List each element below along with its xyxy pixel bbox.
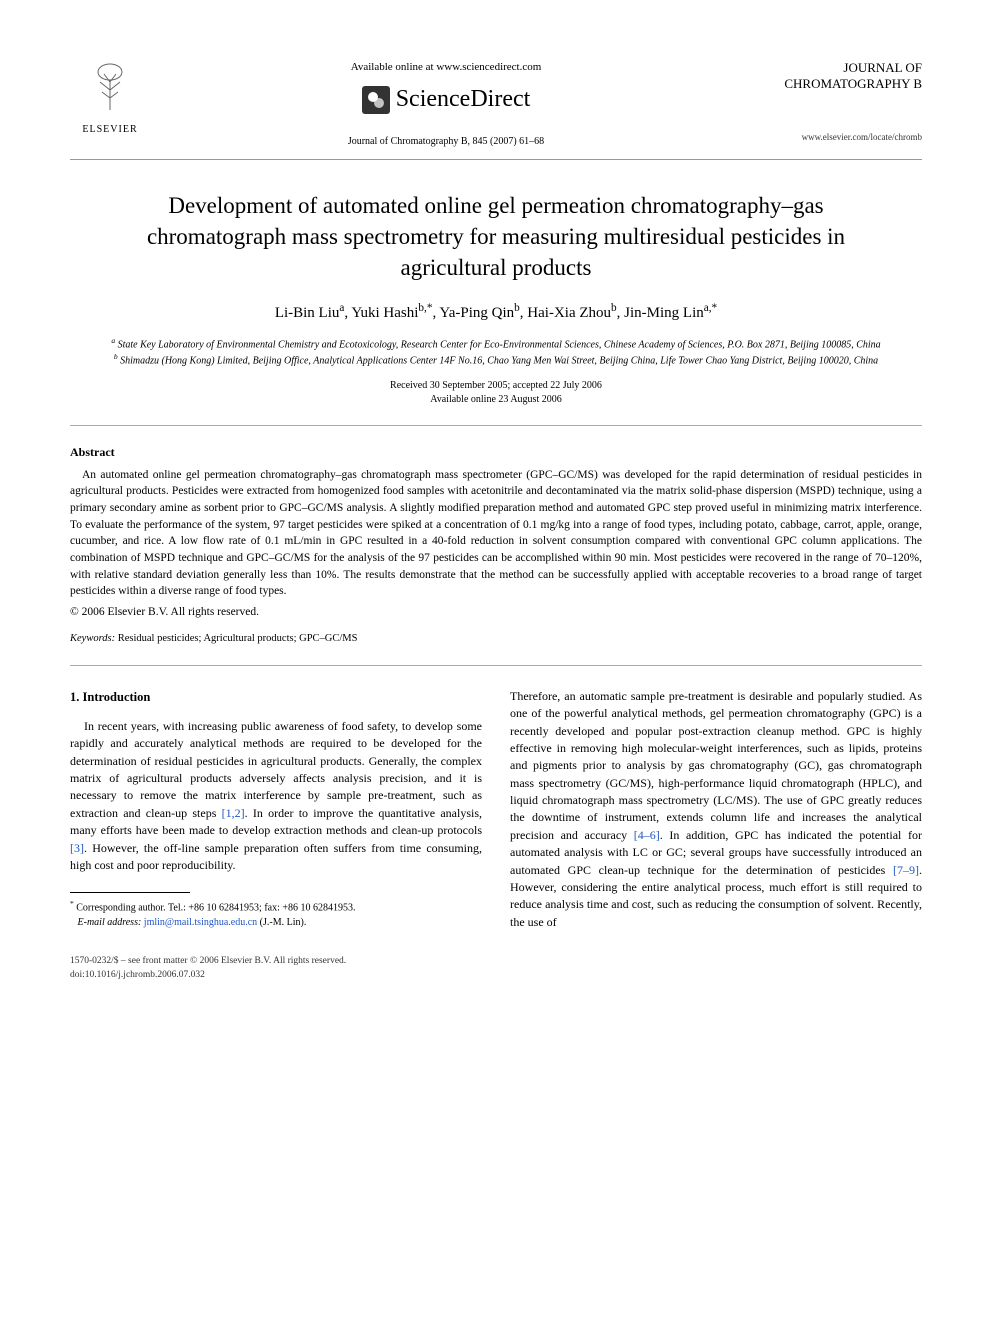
journal-url: www.elsevier.com/locate/chromb <box>742 131 922 144</box>
abstract-heading: Abstract <box>70 444 922 461</box>
abstract-copyright: © 2006 Elsevier B.V. All rights reserved… <box>70 604 922 620</box>
email-link[interactable]: jmlin@mail.tsinghua.edu.cn <box>144 917 257 928</box>
right-header: JOURNAL OF CHROMATOGRAPHY B www.elsevier… <box>742 60 922 144</box>
body-columns: 1. Introduction In recent years, with in… <box>70 688 922 931</box>
keywords-text: Residual pesticides; Agricultural produc… <box>115 633 357 644</box>
intro-para-2: Therefore, an automatic sample pre-treat… <box>510 688 922 931</box>
sciencedirect-text: ScienceDirect <box>396 83 531 117</box>
page-footer: 1570-0232/$ – see front matter © 2006 El… <box>70 955 922 982</box>
keywords: Keywords: Residual pesticides; Agricultu… <box>70 632 922 647</box>
corresponding-footnote: * Corresponding author. Tel.: +86 10 628… <box>70 899 482 929</box>
ref-link-3[interactable]: [3] <box>70 841 84 855</box>
header-rule <box>70 159 922 160</box>
elsevier-tree-icon <box>70 60 150 123</box>
page-header: ELSEVIER Available online at www.science… <box>70 60 922 149</box>
affiliations: a State Key Laboratory of Environmental … <box>70 336 922 369</box>
ref-link-4-6[interactable]: [4–6] <box>634 828 660 842</box>
left-column: 1. Introduction In recent years, with in… <box>70 688 482 931</box>
online-date: Available online 23 August 2006 <box>70 393 922 407</box>
abstract-rule-top <box>70 425 922 426</box>
center-header: Available online at www.sciencedirect.co… <box>150 60 742 149</box>
footnote-rule <box>70 892 190 893</box>
authors: Li-Bin Liua, Yuki Hashib,*, Ya-Ping Qinb… <box>70 301 922 324</box>
keywords-label: Keywords: <box>70 633 115 644</box>
abstract-rule-bottom <box>70 665 922 666</box>
affiliation-a: a State Key Laboratory of Environmental … <box>70 336 922 352</box>
elsevier-logo: ELSEVIER <box>70 60 150 137</box>
received-date: Received 30 September 2005; accepted 22 … <box>70 379 922 393</box>
journal-name: JOURNAL OF CHROMATOGRAPHY B <box>742 60 922 91</box>
right-column: Therefore, an automatic sample pre-treat… <box>510 688 922 931</box>
ref-link-1-2[interactable]: [1,2] <box>222 806 245 820</box>
affiliation-b: b Shimadzu (Hong Kong) Limited, Beijing … <box>70 352 922 368</box>
sciencedirect-logo: ScienceDirect <box>362 83 531 117</box>
email-line: E-mail address: jmlin@mail.tsinghua.edu.… <box>70 916 482 930</box>
journal-reference: Journal of Chromatography B, 845 (2007) … <box>170 135 722 149</box>
abstract-body: An automated online gel permeation chrom… <box>70 467 922 600</box>
available-online-text: Available online at www.sciencedirect.co… <box>170 60 722 75</box>
article-title: Development of automated online gel perm… <box>100 190 892 283</box>
intro-heading: 1. Introduction <box>70 688 482 706</box>
intro-para-1: In recent years, with increasing public … <box>70 718 482 875</box>
article-dates: Received 30 September 2005; accepted 22 … <box>70 379 922 407</box>
front-matter: 1570-0232/$ – see front matter © 2006 El… <box>70 955 346 968</box>
footer-left: 1570-0232/$ – see front matter © 2006 El… <box>70 955 346 982</box>
corresponding-author: * Corresponding author. Tel.: +86 10 628… <box>70 899 482 915</box>
sciencedirect-icon <box>362 86 390 114</box>
doi: doi:10.1016/j.jchromb.2006.07.032 <box>70 969 346 982</box>
elsevier-text: ELSEVIER <box>70 123 150 137</box>
ref-link-7-9[interactable]: [7–9] <box>893 863 919 877</box>
